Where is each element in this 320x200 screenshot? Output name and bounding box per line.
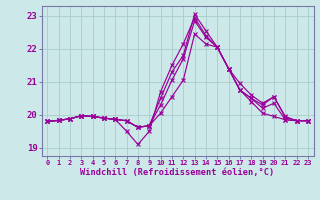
X-axis label: Windchill (Refroidissement éolien,°C): Windchill (Refroidissement éolien,°C): [80, 168, 275, 177]
